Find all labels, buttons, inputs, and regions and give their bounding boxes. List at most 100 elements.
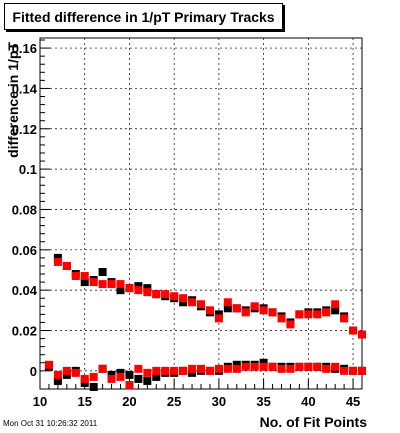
red-marker [161, 290, 170, 299]
red-marker [197, 364, 205, 373]
black-marker [143, 376, 152, 385]
y-tick-label: 0.12 [12, 122, 37, 137]
black-marker [80, 378, 89, 387]
black-marker [116, 286, 125, 295]
y-tick-label: 0 [30, 364, 37, 379]
data-markers [44, 253, 366, 391]
black-marker [143, 284, 152, 293]
black-marker [116, 368, 125, 377]
axis-ticks [39, 39, 363, 389]
plot-frame [39, 37, 363, 390]
black-marker [62, 370, 71, 379]
red-marker [340, 314, 349, 323]
y-tick-label: 0.14 [12, 81, 38, 96]
red-marker [71, 368, 80, 377]
black-marker [179, 298, 188, 307]
red-marker [89, 278, 98, 287]
red-marker [62, 366, 71, 375]
chart-title: Fitted difference in 1/pT Primary Tracks [12, 9, 275, 25]
red-marker [259, 306, 268, 315]
y-tick-label: 0.06 [12, 243, 37, 258]
x-tick-label: 45 [346, 394, 360, 409]
black-marker [223, 304, 232, 313]
red-marker [313, 362, 322, 371]
y-axis-title: difference in 1/pT [5, 42, 21, 158]
black-marker [134, 374, 143, 383]
black-marker [125, 370, 134, 379]
red-marker [340, 366, 349, 375]
red-marker [188, 364, 197, 373]
red-marker [62, 261, 71, 270]
red-marker [250, 302, 259, 311]
black-marker [152, 372, 161, 381]
red-marker [161, 366, 170, 375]
x-tick-label: 35 [256, 394, 270, 409]
red-marker [116, 280, 125, 289]
black-marker [89, 382, 98, 391]
red-marker [223, 298, 232, 307]
red-marker [44, 360, 53, 369]
grid-lines [39, 38, 362, 389]
red-marker [358, 330, 366, 339]
red-marker [214, 364, 223, 373]
red-marker [349, 326, 358, 335]
red-marker [250, 362, 259, 371]
red-marker [295, 310, 304, 319]
red-marker [286, 320, 295, 329]
black-marker [134, 282, 143, 291]
red-marker [98, 280, 107, 289]
red-marker [125, 284, 134, 293]
red-marker [268, 308, 277, 317]
red-marker [295, 362, 304, 371]
red-marker [223, 364, 232, 373]
black-marker [232, 360, 241, 369]
red-marker [152, 366, 161, 375]
red-marker [322, 308, 331, 317]
red-marker [170, 366, 179, 375]
red-marker [107, 374, 116, 383]
red-marker [304, 362, 313, 371]
red-marker [241, 308, 250, 317]
x-tick-label: 15 [77, 394, 91, 409]
red-marker [268, 362, 277, 371]
x-axis-title: No. of Fit Points [260, 414, 368, 430]
red-marker [125, 380, 134, 389]
red-marker [232, 364, 241, 373]
x-tick-label: 10 [33, 394, 47, 409]
red-marker [277, 314, 286, 323]
red-marker [143, 368, 152, 377]
red-marker [241, 362, 250, 371]
y-tick-label: 0.1 [19, 162, 37, 177]
black-marker [53, 253, 62, 262]
red-marker [188, 298, 197, 307]
black-marker [98, 268, 107, 276]
red-marker [349, 366, 358, 375]
black-marker [107, 370, 116, 379]
red-marker [331, 362, 340, 371]
x-tick-label: 30 [212, 394, 226, 409]
red-marker [197, 300, 205, 309]
red-marker [98, 364, 107, 373]
red-marker [232, 304, 241, 313]
red-marker [89, 372, 98, 381]
red-marker [116, 372, 125, 381]
red-marker [304, 310, 313, 319]
y-tick-label: 0.02 [12, 324, 37, 339]
black-marker [259, 358, 268, 367]
red-marker [179, 294, 188, 303]
timestamp-footer: Mon Oct 31 10:26:32 2011 [3, 419, 98, 428]
red-marker [205, 366, 214, 375]
red-marker [80, 272, 89, 281]
red-marker [259, 362, 268, 371]
x-tick-label: 40 [301, 394, 315, 409]
black-marker [188, 368, 197, 377]
red-marker [286, 364, 295, 373]
black-marker [331, 306, 340, 315]
red-marker [107, 280, 116, 289]
red-marker [322, 364, 331, 373]
red-marker [170, 292, 179, 301]
red-marker [134, 364, 143, 373]
red-marker [152, 290, 161, 299]
red-marker [53, 257, 62, 266]
red-marker [143, 288, 152, 297]
